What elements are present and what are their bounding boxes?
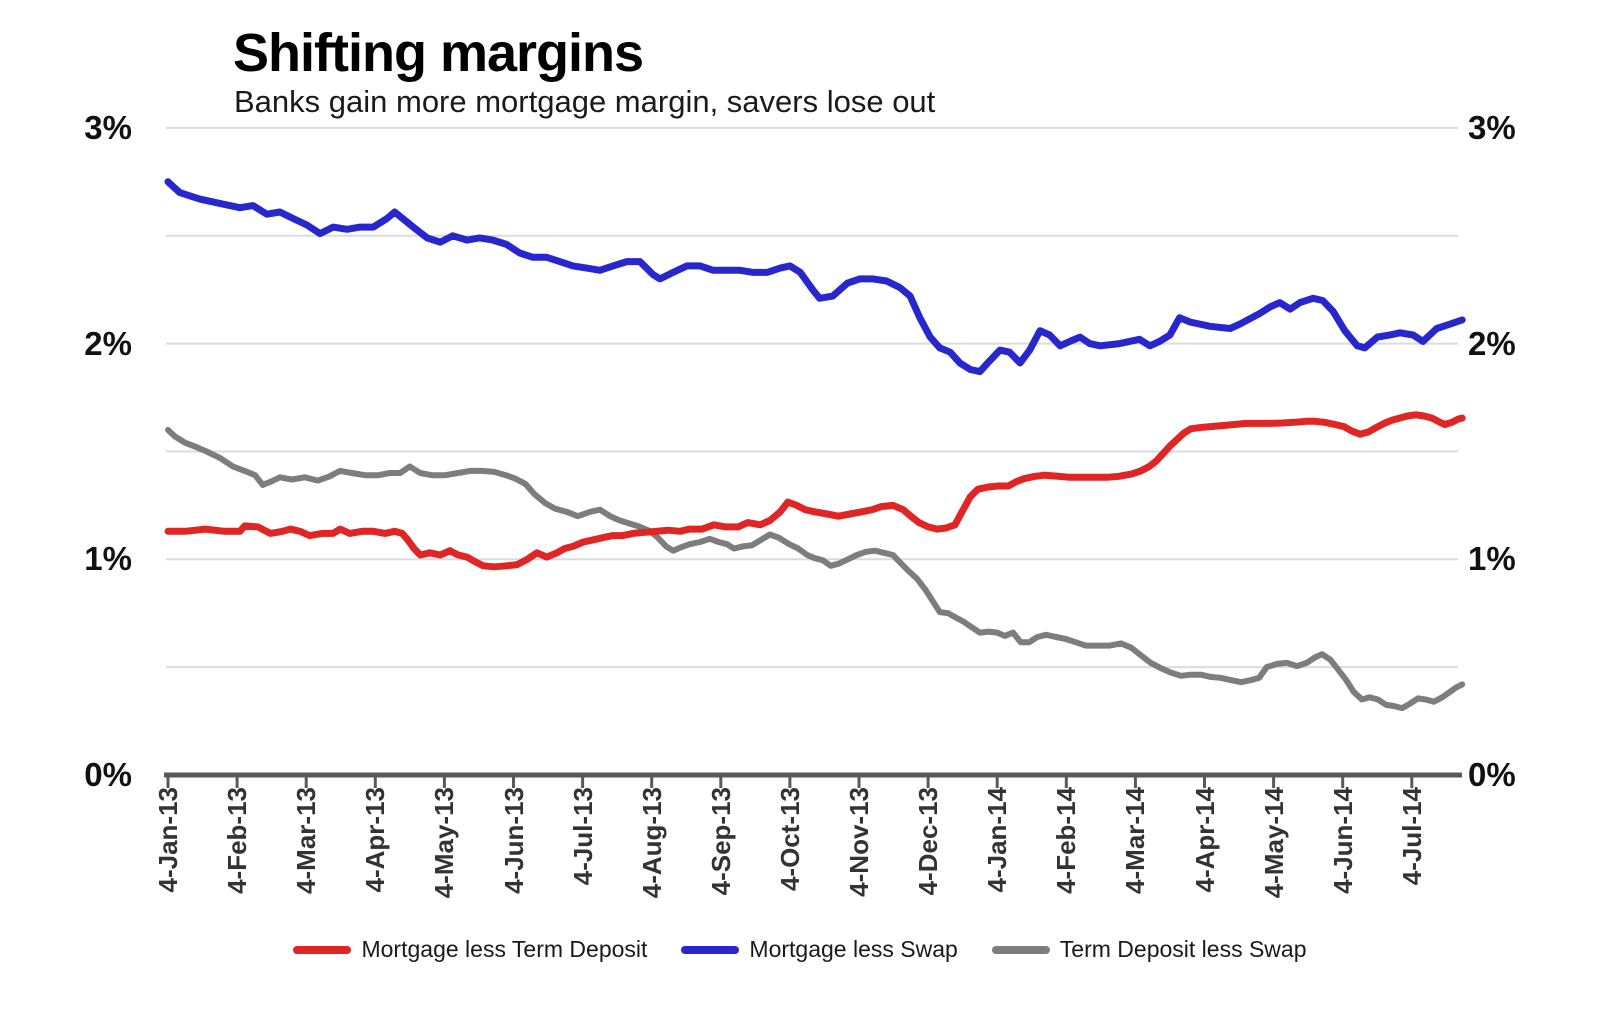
x-tick-label: 4-May-14	[1258, 787, 1289, 899]
legend-item-term-deposit-less-swap: Term Deposit less Swap	[991, 936, 1307, 963]
x-tick-label: 4-Jan-14	[982, 787, 1013, 893]
y-tick-label-left: 2%	[84, 324, 132, 362]
x-tick-label: 4-Feb-13	[222, 787, 253, 894]
legend-label: Term Deposit less Swap	[1059, 936, 1307, 962]
x-tick-label: 4-Jun-14	[1327, 787, 1358, 894]
legend-swatch-red	[293, 945, 352, 954]
y-tick-label-right: 2%	[1468, 324, 1516, 362]
series-line-mortgage-less-term-deposit	[164, 411, 1466, 571]
x-tick-label: 4-Mar-13	[291, 787, 322, 894]
x-tick-label: 4-Nov-13	[844, 787, 874, 897]
chart-subtitle: Banks gain more mortgage margin, savers …	[234, 84, 936, 119]
legend-item-mortgage-less-swap: Mortgage less Swap	[681, 936, 958, 963]
chart-title: Shifting margins	[233, 23, 644, 83]
y-tick-label-right: 0%	[1468, 756, 1516, 793]
chart-legend: Mortgage less Term Deposit Mortgage less…	[0, 936, 1600, 963]
legend-swatch-gray	[991, 945, 1050, 954]
y-tick-label-right: 3%	[1468, 108, 1516, 146]
legend-label: Mortgage less Term Deposit	[361, 936, 648, 962]
x-tick-label: 4-Mar-14	[1120, 787, 1151, 894]
y-tick-label-left: 3%	[84, 108, 132, 146]
x-tick-label: 4-Sep-13	[705, 787, 736, 896]
legend-item-mortgage-less-term-deposit: Mortgage less Term Deposit	[293, 936, 647, 963]
legend-swatch-blue	[681, 945, 740, 954]
x-tick-label: 4-Jan-13	[153, 787, 183, 893]
x-tick-label: 4-Apr-14	[1189, 787, 1220, 893]
x-tick-label: 4-Jun-13	[498, 787, 529, 894]
x-tick-label: 4-Aug-13	[636, 787, 667, 899]
x-tick-label: 4-Feb-14	[1051, 787, 1082, 894]
x-tick-label: 4-Jul-13	[567, 787, 598, 886]
y-tick-label-left: 0%	[84, 756, 132, 793]
x-tick-label: 4-Apr-13	[360, 787, 391, 893]
x-tick-label: 4-Dec-13	[913, 787, 944, 896]
y-tick-label-right: 1%	[1468, 540, 1516, 578]
legend-label: Mortgage less Swap	[749, 936, 958, 962]
series-line-term-deposit-less-swap	[165, 426, 1466, 712]
x-tick-label: 4-Jul-14	[1396, 787, 1427, 886]
x-tick-label: 4-May-13	[429, 787, 460, 899]
x-tick-label: 4-Oct-13	[774, 787, 805, 892]
y-tick-label-left: 1%	[84, 540, 132, 578]
series-line-mortgage-less-swap	[164, 178, 1466, 376]
